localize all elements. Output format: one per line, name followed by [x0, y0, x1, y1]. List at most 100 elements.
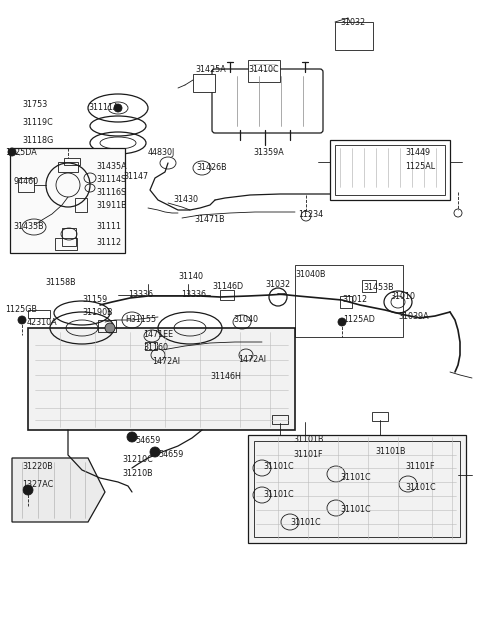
Text: 1125AL: 1125AL	[405, 162, 435, 171]
Ellipse shape	[23, 485, 33, 495]
Bar	[254, 441, 460, 537]
Text: 13336: 13336	[128, 290, 153, 299]
Text: 31146D: 31146D	[212, 282, 243, 291]
Text: 31101C: 31101C	[405, 483, 436, 492]
Text: 31190B: 31190B	[82, 308, 113, 317]
Bar	[330, 140, 450, 200]
Text: 31435B: 31435B	[13, 222, 44, 231]
Text: 31146H: 31146H	[210, 372, 241, 381]
Ellipse shape	[18, 316, 26, 324]
Text: 31111A: 31111A	[88, 103, 119, 112]
Bar	[75, 198, 87, 212]
Text: 31101F: 31101F	[293, 450, 323, 459]
Text: 31210C: 31210C	[122, 455, 153, 464]
Text: 31118G: 31118G	[22, 136, 53, 145]
Text: 31040: 31040	[233, 315, 258, 324]
Text: 31101C: 31101C	[340, 505, 371, 514]
Bar	[335, 22, 373, 50]
Text: 1472AI: 1472AI	[238, 355, 266, 364]
Text: 31101C: 31101C	[263, 462, 294, 471]
Bar	[295, 265, 403, 337]
Text: 31435A: 31435A	[96, 162, 127, 171]
Text: 1125GB: 1125GB	[5, 305, 37, 314]
Text: 31158B: 31158B	[45, 278, 76, 287]
Ellipse shape	[338, 318, 346, 326]
Text: 31040B: 31040B	[295, 270, 325, 279]
Ellipse shape	[8, 148, 16, 156]
Text: 31753: 31753	[22, 100, 47, 109]
Text: 44830J: 44830J	[148, 148, 175, 157]
Text: 31471B: 31471B	[194, 215, 225, 224]
Text: 54659: 54659	[135, 436, 160, 445]
Bar	[362, 280, 376, 292]
Bar	[248, 60, 280, 82]
Text: 31112: 31112	[96, 238, 121, 247]
Bar	[193, 74, 215, 92]
Text: 31101C: 31101C	[340, 473, 371, 482]
Text: 31101B: 31101B	[375, 447, 406, 456]
Text: 31453B: 31453B	[363, 283, 394, 292]
Ellipse shape	[114, 104, 122, 112]
Bar	[10, 148, 125, 253]
Text: 31140: 31140	[178, 272, 203, 281]
Bar	[55, 238, 77, 250]
Text: 31425A: 31425A	[195, 65, 226, 74]
Text: 31160: 31160	[143, 343, 168, 352]
Bar	[58, 162, 78, 172]
Polygon shape	[12, 458, 105, 522]
Bar	[145, 342, 157, 350]
Text: 31119C: 31119C	[22, 118, 53, 127]
Text: 1125DA: 1125DA	[5, 148, 37, 157]
Bar	[18, 178, 34, 192]
Text: 31101C: 31101C	[290, 518, 321, 527]
Ellipse shape	[454, 209, 462, 217]
Bar	[62, 228, 76, 246]
Text: 31116S: 31116S	[96, 188, 126, 197]
Text: 31359A: 31359A	[253, 148, 284, 157]
Bar	[98, 320, 116, 332]
Text: 1327AC: 1327AC	[22, 480, 53, 489]
Ellipse shape	[301, 211, 311, 221]
Polygon shape	[28, 328, 295, 430]
Text: 31101B: 31101B	[293, 435, 324, 444]
Text: 31010: 31010	[390, 292, 415, 301]
Bar	[335, 145, 445, 195]
Text: 42310A: 42310A	[27, 318, 58, 327]
Text: 31039A: 31039A	[398, 312, 429, 321]
Text: 31410C: 31410C	[248, 65, 278, 74]
Text: 31159: 31159	[82, 295, 107, 304]
Text: 1472AI: 1472AI	[152, 357, 180, 366]
Text: 31426B: 31426B	[196, 163, 227, 172]
Text: 1471EE: 1471EE	[143, 330, 173, 339]
Bar	[64, 158, 80, 165]
Bar	[340, 296, 352, 308]
Text: 31147: 31147	[123, 172, 148, 181]
Bar	[272, 415, 288, 424]
Text: 31220B: 31220B	[22, 462, 53, 471]
Text: 31012: 31012	[342, 295, 367, 304]
Text: 31430: 31430	[173, 195, 198, 204]
Text: 31032: 31032	[265, 280, 290, 289]
Text: H31155: H31155	[125, 315, 156, 324]
Text: 54659: 54659	[158, 450, 183, 459]
Ellipse shape	[127, 432, 137, 442]
Text: 31111: 31111	[96, 222, 121, 231]
Bar	[248, 435, 466, 543]
Text: 31449: 31449	[405, 148, 430, 157]
Text: 31101C: 31101C	[263, 490, 294, 499]
Ellipse shape	[105, 323, 115, 333]
Text: 31032: 31032	[340, 18, 365, 27]
Ellipse shape	[150, 447, 160, 457]
Text: 13336: 13336	[181, 290, 206, 299]
Text: 31210B: 31210B	[122, 469, 153, 478]
Bar	[372, 412, 388, 421]
Text: 1125AD: 1125AD	[343, 315, 375, 324]
Bar	[220, 290, 234, 300]
FancyBboxPatch shape	[212, 69, 323, 133]
Bar	[28, 310, 50, 318]
Text: 31114S: 31114S	[96, 175, 126, 184]
Text: 11234: 11234	[298, 210, 323, 219]
Text: 94460: 94460	[13, 177, 38, 186]
Text: 31911B: 31911B	[96, 201, 127, 210]
Text: 31101F: 31101F	[405, 462, 434, 471]
